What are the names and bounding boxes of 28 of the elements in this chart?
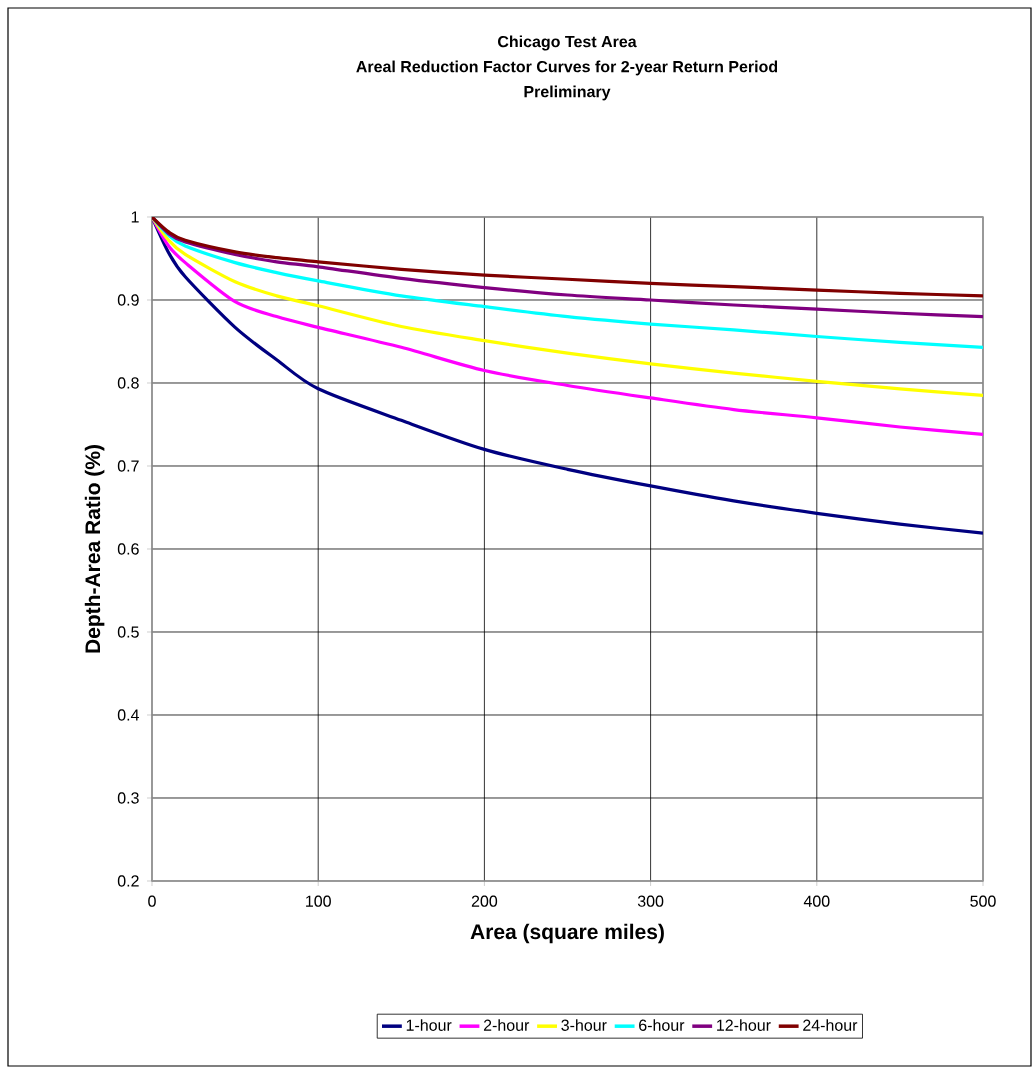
x-tick-label: 200 bbox=[471, 895, 498, 907]
legend-label: 3-hour bbox=[561, 1019, 607, 1031]
legend-label: 12-hour bbox=[717, 1019, 771, 1031]
x-tick-label: 300 bbox=[637, 895, 664, 907]
y-tick-label: 0.2 bbox=[117, 875, 139, 887]
x-tick-label: 500 bbox=[970, 895, 996, 907]
chart-title: Chicago Test Area bbox=[498, 35, 637, 51]
y-tick-label: 0.8 bbox=[117, 377, 139, 389]
x-tick-label: 100 bbox=[306, 895, 331, 907]
legend-label: 6-hour bbox=[639, 1019, 685, 1031]
y-tick-label: 0.6 bbox=[117, 543, 139, 555]
legend-label: 2-hour bbox=[483, 1019, 530, 1031]
y-tick-label: 1 bbox=[131, 211, 139, 223]
y-tick-label: 0.4 bbox=[117, 709, 140, 721]
legend-label: 24-hour bbox=[803, 1019, 858, 1031]
x-tick-label: 400 bbox=[803, 895, 830, 907]
x-tick-label: 0 bbox=[148, 895, 156, 907]
y-tick-label: 0.9 bbox=[117, 294, 139, 306]
line-series bbox=[152, 217, 983, 298]
text: Preliminary bbox=[524, 85, 611, 101]
chart-subtitle: Areal Reduction Factor Curves for 2-year Return Period bbox=[356, 60, 778, 76]
line-series bbox=[152, 217, 983, 398]
y-tick-label: 0.5 bbox=[117, 626, 139, 638]
legend-label: 1-hour bbox=[406, 1019, 452, 1031]
y-tick-label: 0.7 bbox=[117, 460, 139, 472]
y-axis-title: Depth-Area Ratio (%) bbox=[84, 445, 105, 653]
x-axis-title: Area (square miles) bbox=[470, 923, 664, 944]
y-tick-label: 0.3 bbox=[117, 792, 139, 804]
